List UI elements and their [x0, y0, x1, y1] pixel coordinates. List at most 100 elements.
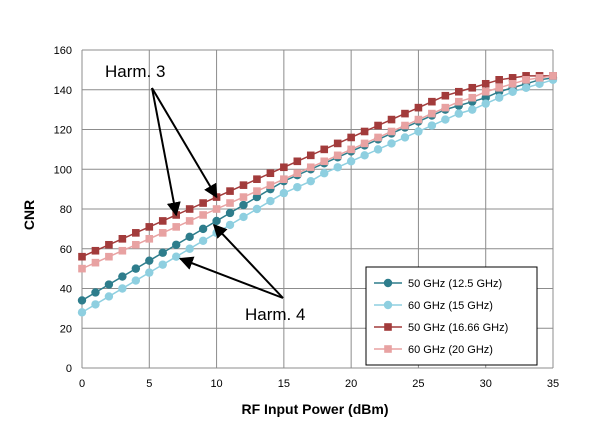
- legend-label: 50 GHz (12.5 GHz): [408, 278, 502, 290]
- series-2: [77, 75, 558, 317]
- data-point: [441, 91, 450, 100]
- data-point: [172, 240, 181, 249]
- data-point: [78, 252, 86, 261]
- data-point: [239, 193, 248, 201]
- data-point: [495, 76, 503, 84]
- data-point: [306, 163, 315, 172]
- data-point: [414, 127, 423, 136]
- data-point: [387, 115, 396, 124]
- data-point: [279, 188, 289, 198]
- data-point: [198, 236, 208, 245]
- annotation-arrow: [151, 87, 181, 217]
- data-point: [320, 157, 329, 166]
- data-point: [481, 99, 490, 108]
- data-point: [401, 109, 409, 118]
- data-point: [360, 139, 369, 148]
- data-point: [239, 212, 248, 222]
- data-point: [253, 175, 261, 183]
- series-3: [78, 72, 557, 261]
- y-tick-label: 20: [60, 323, 72, 335]
- data-point: [104, 292, 114, 301]
- data-point: [333, 139, 342, 148]
- data-point: [91, 300, 100, 309]
- y-tick-label: 40: [60, 284, 72, 296]
- legend-label: 60 GHz (20 GHz): [408, 344, 493, 356]
- data-point: [333, 151, 342, 160]
- data-point: [521, 83, 531, 92]
- data-point: [481, 79, 490, 88]
- legend-marker: [384, 345, 392, 353]
- series-4: [78, 72, 557, 273]
- data-point: [239, 200, 248, 210]
- data-point: [118, 235, 127, 243]
- data-point: [252, 204, 262, 214]
- data-point: [158, 248, 167, 257]
- data-point: [427, 121, 437, 130]
- data-point: [105, 240, 113, 249]
- data-point: [320, 169, 329, 178]
- data-point: [455, 87, 463, 96]
- x-tick-label: 0: [79, 378, 85, 390]
- data-point: [428, 97, 436, 106]
- annotations: Harm. 3 Harm. 4: [105, 62, 305, 324]
- data-point: [77, 296, 87, 305]
- data-point: [225, 208, 235, 218]
- data-point: [414, 103, 423, 112]
- data-point: [347, 133, 355, 142]
- data-point: [145, 256, 154, 265]
- data-point: [158, 217, 167, 225]
- x-tick-label: 5: [146, 378, 152, 390]
- data-point: [105, 252, 113, 261]
- data-point: [481, 87, 490, 96]
- data-point: [428, 109, 436, 118]
- x-tick-label: 25: [412, 378, 424, 390]
- data-point: [374, 133, 382, 142]
- data-point: [494, 93, 504, 102]
- data-point: [508, 74, 517, 82]
- y-tick-label: 160: [54, 45, 72, 57]
- data-point: [145, 235, 154, 243]
- data-point: [333, 163, 342, 172]
- legend-label: 50 GHz (16.66 GHz): [408, 322, 508, 334]
- data-point: [77, 308, 87, 317]
- data-point: [199, 211, 207, 219]
- data-point: [185, 244, 194, 253]
- data-point: [549, 72, 557, 80]
- data-point: [387, 139, 396, 148]
- data-point: [293, 182, 302, 192]
- data-point: [118, 246, 127, 255]
- annotation-label: Harm. 3: [105, 62, 165, 81]
- data-point: [253, 187, 261, 195]
- x-axis-title: RF Input Power (dBm): [242, 401, 389, 417]
- data-point: [535, 79, 544, 88]
- data-point: [266, 169, 275, 178]
- data-point: [131, 264, 141, 273]
- data-point: [280, 175, 288, 183]
- plot-series: [77, 72, 558, 317]
- data-point: [454, 109, 463, 118]
- data-point: [441, 115, 450, 124]
- legend-entry: 50 GHz (16.66 GHz): [374, 322, 508, 334]
- annotation-2: Harm. 4: [178, 223, 305, 324]
- data-point: [132, 229, 140, 237]
- data-point: [104, 280, 114, 289]
- data-point: [118, 284, 127, 293]
- data-point: [91, 258, 100, 267]
- data-point: [158, 260, 167, 269]
- data-point: [266, 196, 275, 206]
- data-point: [239, 181, 248, 189]
- data-point: [441, 103, 450, 112]
- data-point: [455, 97, 463, 106]
- y-tick-label: 120: [54, 125, 72, 137]
- data-point: [508, 79, 517, 88]
- data-point: [306, 151, 315, 160]
- data-point: [172, 223, 180, 231]
- data-point: [522, 76, 530, 84]
- data-point: [91, 288, 100, 297]
- data-point: [91, 246, 100, 255]
- data-point: [132, 240, 140, 249]
- y-tick-label: 60: [60, 244, 72, 256]
- data-point: [226, 199, 234, 207]
